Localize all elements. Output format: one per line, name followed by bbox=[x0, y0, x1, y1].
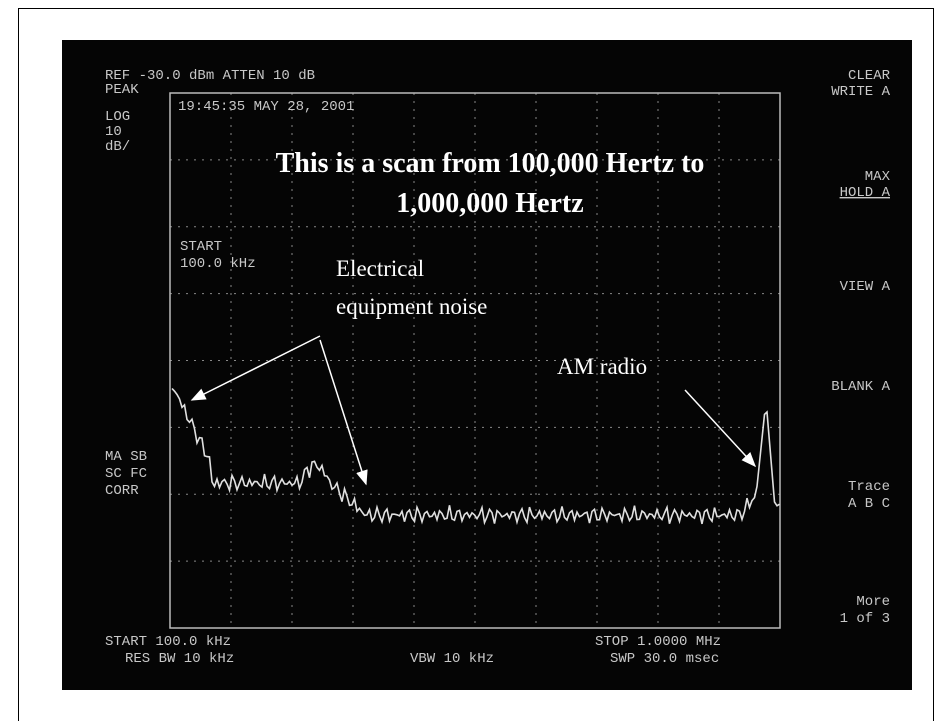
slide-frame bbox=[18, 8, 934, 721]
annotation-title: 1,000,000 Hertz bbox=[396, 188, 583, 219]
left-label: LOG bbox=[105, 109, 130, 125]
left-label: PEAK bbox=[105, 82, 139, 98]
analyzer-screen bbox=[62, 40, 912, 690]
softkey: VIEW A bbox=[840, 279, 891, 295]
noise-label: equipment noise bbox=[336, 294, 487, 319]
softkey: HOLD A bbox=[840, 185, 891, 201]
softkey: CLEAR bbox=[848, 68, 891, 84]
footer-vbw: VBW 10 kHz bbox=[410, 651, 494, 667]
graticule-frame bbox=[169, 92, 781, 629]
softkey: BLANK A bbox=[831, 379, 890, 395]
softkey: More bbox=[856, 594, 890, 610]
footer-stop: STOP 1.0000 MHz bbox=[595, 634, 721, 650]
arrow bbox=[190, 335, 321, 401]
noise-label: Electrical bbox=[336, 256, 424, 281]
softkey: MAX bbox=[865, 169, 891, 185]
status-label: SC FC bbox=[105, 466, 147, 482]
arrow bbox=[684, 389, 757, 468]
annotation-title: This is a scan from 100,000 Hertz to bbox=[276, 148, 705, 179]
spectrum-trace bbox=[171, 387, 780, 526]
footer-start: START 100.0 kHz bbox=[105, 634, 231, 650]
status-label: CORR bbox=[105, 483, 139, 499]
softkey: Trace bbox=[848, 479, 890, 495]
left-label: dB/ bbox=[105, 139, 130, 155]
softkey: A B C bbox=[848, 496, 890, 512]
am-label: AM radio bbox=[557, 354, 647, 379]
left-label: 10 bbox=[105, 124, 122, 140]
footer-swp: SWP 30.0 msec bbox=[610, 651, 719, 667]
status-label: MA SB bbox=[105, 449, 147, 465]
arrow bbox=[319, 339, 368, 486]
start-label: START bbox=[180, 239, 222, 255]
ref-line: REF -30.0 dBm ATTEN 10 dB bbox=[105, 68, 315, 84]
start-label: 100.0 kHz bbox=[180, 256, 256, 272]
timestamp: 19:45:35 MAY 28, 2001 bbox=[178, 99, 354, 115]
footer-res-bw: RES BW 10 kHz bbox=[125, 651, 234, 667]
softkey: 1 of 3 bbox=[840, 611, 890, 627]
graticule bbox=[170, 93, 780, 628]
softkey: WRITE A bbox=[831, 84, 890, 100]
